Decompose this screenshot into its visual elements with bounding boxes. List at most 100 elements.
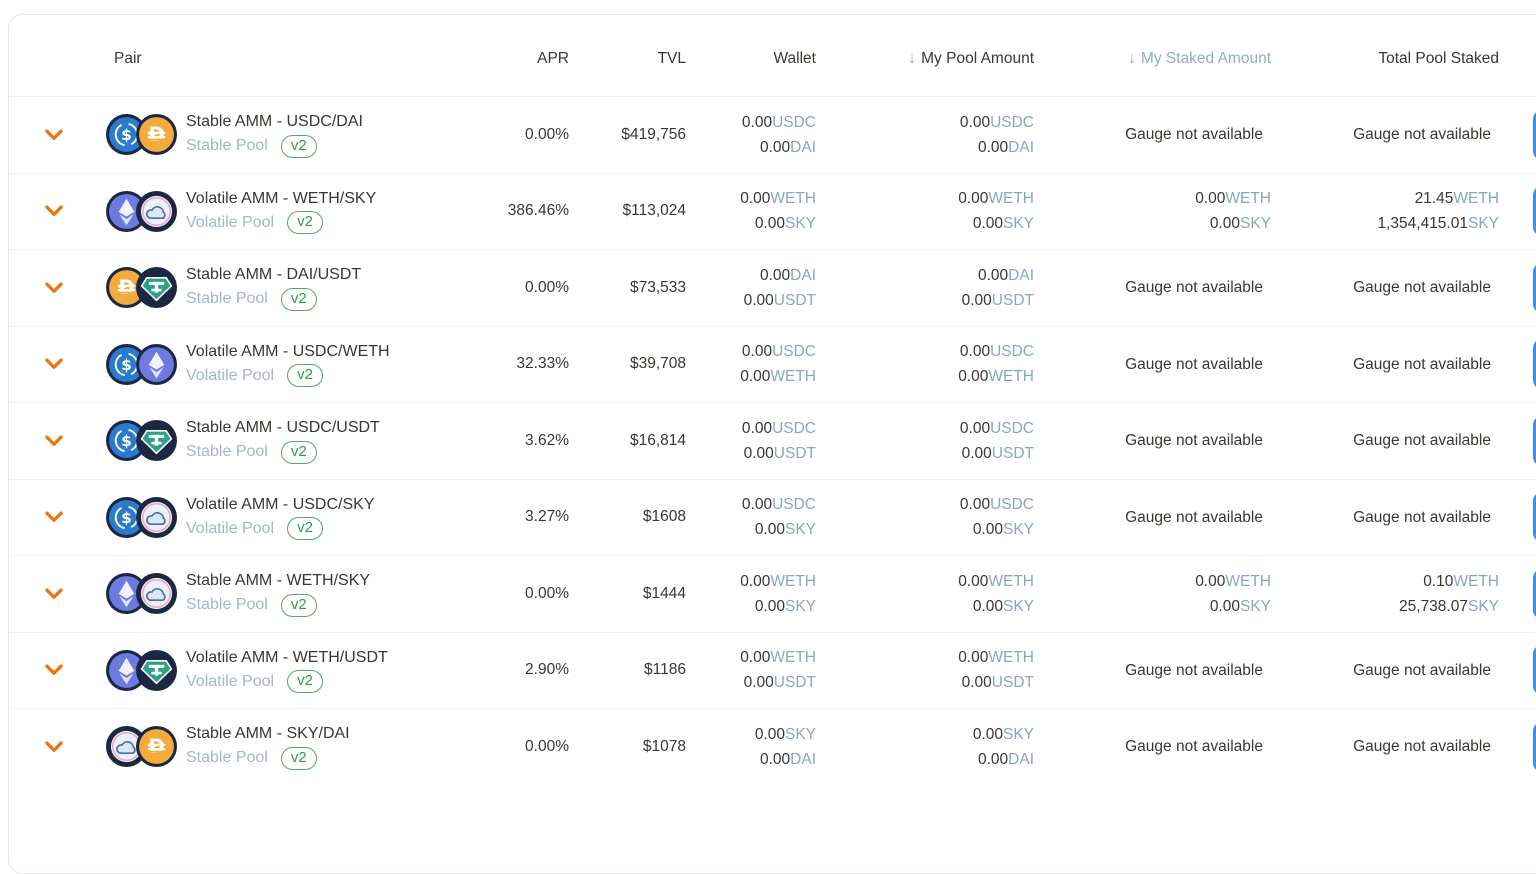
apr-value: 3.62% — [525, 431, 569, 449]
expand-row-button[interactable] — [9, 198, 106, 224]
row-action-button[interactable] — [1533, 568, 1536, 619]
chevron-down-icon[interactable] — [41, 581, 67, 607]
chevron-down-icon[interactable] — [41, 657, 67, 683]
expand-row-button[interactable] — [9, 428, 106, 454]
version-badge: v2 — [280, 746, 317, 770]
amount-value: 0.00 — [759, 750, 791, 768]
pair-cell[interactable]: Ð Stable AMM - SKY/DAI Stable Pool v2 — [106, 723, 459, 770]
apr-value: 3.27% — [525, 508, 569, 526]
my-pool-amount-label: My Pool Amount — [921, 49, 1034, 67]
row-action-button[interactable] — [1533, 109, 1536, 160]
pair-cell[interactable]: Ð Stable AMM - DAI/USDT Stable Pool v2 — [106, 264, 459, 311]
token-symbol: SKY — [1002, 521, 1034, 539]
header-spacer — [9, 53, 106, 59]
total-pool-staked: Gauge not available — [1271, 734, 1499, 759]
token-amount-line: 0.00WETH — [686, 569, 816, 594]
token-amount-line: 0.00USDC — [816, 416, 1034, 441]
expand-row-button[interactable] — [9, 351, 106, 377]
pair-cell[interactable]: $ Volatile AMM - USDC/WETH Volatile Pool… — [106, 341, 459, 388]
pool-sub-line: Stable Pool v2 — [186, 287, 361, 311]
gauge-not-available-text: Gauge not available — [1125, 432, 1263, 450]
token-pair-icons: $ — [106, 496, 177, 538]
dai-token-icon: Ð — [136, 114, 177, 156]
gauge-not-available-text: Gauge not available — [1125, 508, 1263, 526]
gauge-not-available-text: Gauge not available — [1125, 355, 1263, 373]
gauge-not-available-text: Gauge not available — [1353, 279, 1491, 297]
row-action-button[interactable] — [1533, 721, 1536, 772]
usdt-token-icon — [136, 649, 177, 691]
token-amount-line: 0.00USDC — [686, 492, 816, 517]
amount-value: 0.00 — [972, 597, 1003, 615]
token-amount-line: 0.00USDT — [686, 288, 816, 313]
amount-value: 0.00 — [961, 444, 992, 462]
pair-text: Stable AMM - DAI/USDT Stable Pool v2 — [186, 264, 361, 311]
column-header-my-staked-amount[interactable]: ↓ My Staked Amount — [1034, 44, 1271, 68]
token-amount-line: 0.00SKY — [1034, 211, 1271, 236]
row-action-button[interactable] — [1533, 645, 1536, 696]
token-pair-icons — [106, 649, 177, 691]
column-header-apr: APR — [537, 49, 569, 67]
pair-cell[interactable]: Volatile AMM - WETH/USDT Volatile Pool v… — [106, 647, 459, 694]
version-badge: v2 — [280, 287, 317, 311]
pair-cell[interactable]: Stable AMM - WETH/SKY Stable Pool v2 — [106, 570, 459, 617]
sort-down-icon: ↓ — [908, 49, 917, 67]
row-action-button[interactable] — [1533, 415, 1536, 466]
pair-cell[interactable]: $ Stable AMM - USDC/USDT Stable Pool v2 — [106, 417, 459, 464]
my-pool-amounts: 0.00USDC 0.00WETH — [816, 339, 1034, 389]
column-header-total-pool-staked: Total Pool Staked — [1378, 49, 1499, 67]
column-header-my-pool-amount[interactable]: ↓ My Pool Amount — [816, 44, 1034, 68]
expand-row-button[interactable] — [9, 122, 106, 148]
chevron-down-icon[interactable] — [41, 198, 67, 224]
table-row: Stable AMM - WETH/SKY Stable Pool v2 0.0… — [9, 555, 1536, 632]
chevron-down-icon[interactable] — [41, 428, 67, 454]
chevron-down-icon[interactable] — [41, 351, 67, 377]
row-action-button[interactable] — [1533, 492, 1536, 543]
token-amount-line: 0.00WETH — [816, 645, 1034, 670]
pool-sub-line: Volatile Pool v2 — [186, 517, 375, 541]
amount-value: 0.00 — [754, 215, 785, 233]
token-pair-icons: $ — [106, 420, 177, 462]
pair-text: Stable AMM - WETH/SKY Stable Pool v2 — [186, 570, 370, 617]
token-symbol: DAI — [790, 750, 816, 768]
expand-row-button[interactable] — [9, 581, 106, 607]
weth-token-icon — [106, 573, 147, 615]
pair-cell[interactable]: $ Volatile AMM - USDC/SKY Volatile Pool … — [106, 494, 459, 541]
expand-row-button[interactable] — [9, 734, 106, 760]
svg-text:$: $ — [121, 356, 132, 374]
version-badge: v2 — [287, 517, 323, 541]
token-symbol: DAI — [1008, 138, 1034, 156]
token-amount-line: 0.00USDT — [686, 670, 816, 695]
sky-token-icon — [136, 573, 177, 615]
amount-value: 0.00 — [741, 343, 773, 361]
my-pool-amounts: 0.00WETH 0.00SKY — [816, 569, 1034, 619]
row-action-cell — [1499, 109, 1536, 160]
token-symbol: USDT — [773, 291, 816, 309]
pool-sub-line: Volatile Pool v2 — [186, 211, 376, 235]
chevron-down-icon[interactable] — [41, 275, 67, 301]
version-badge: v2 — [287, 211, 323, 235]
my-pool-amounts: 0.00WETH 0.00USDT — [816, 645, 1034, 695]
pair-cell[interactable]: Volatile AMM - WETH/SKY Volatile Pool v2 — [106, 188, 459, 235]
expand-row-button[interactable] — [9, 657, 106, 683]
row-action-button[interactable] — [1533, 339, 1536, 390]
token-symbol: SKY — [784, 597, 816, 615]
row-action-button[interactable] — [1533, 186, 1536, 237]
chevron-down-icon[interactable] — [41, 734, 67, 760]
chevron-down-icon[interactable] — [41, 504, 67, 530]
pair-text: Volatile AMM - WETH/USDT Volatile Pool v… — [186, 647, 388, 694]
amount-value: 0.00 — [743, 444, 774, 462]
row-action-button[interactable] — [1533, 262, 1536, 313]
svg-text:$: $ — [121, 432, 132, 450]
amount-value: 0.00 — [958, 572, 989, 590]
token-symbol: USDC — [772, 343, 816, 361]
token-symbol: SKY — [1467, 215, 1499, 233]
expand-row-button[interactable] — [9, 504, 106, 530]
token-symbol: USDT — [991, 674, 1034, 692]
pool-name: Volatile AMM - USDC/SKY — [186, 495, 375, 513]
expand-row-button[interactable] — [9, 275, 106, 301]
my-pool-amounts: 0.00USDC 0.00USDT — [816, 416, 1034, 466]
pair-cell[interactable]: $ Ð Stable AMM - USDC/DAI Stable Pool v2 — [106, 111, 459, 158]
row-action-cell — [1499, 262, 1536, 313]
chevron-down-icon[interactable] — [41, 122, 67, 148]
pool-type-label: Volatile Pool — [186, 672, 275, 690]
